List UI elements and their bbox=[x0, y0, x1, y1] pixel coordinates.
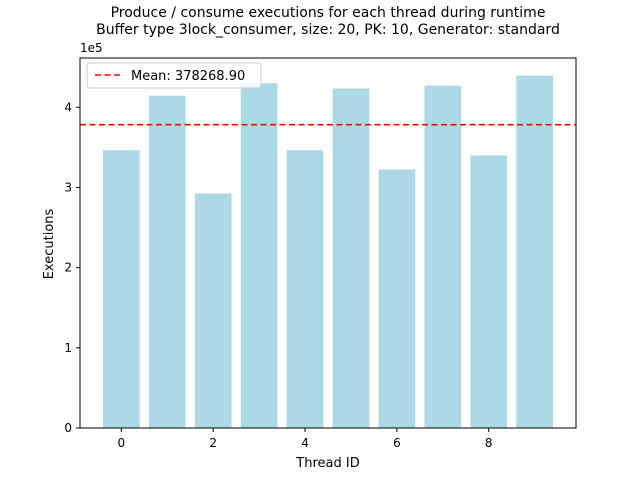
y-tick-label: 1 bbox=[64, 341, 72, 355]
bar-thread-9 bbox=[516, 75, 554, 428]
bar-thread-3 bbox=[240, 83, 278, 428]
legend-mean-label: Mean: 378268.90 bbox=[131, 69, 245, 84]
y-axis-label: Executions bbox=[42, 208, 57, 279]
bar-thread-2 bbox=[194, 193, 232, 428]
y-axis-ticks: 0 1 2 3 4 bbox=[64, 100, 80, 435]
bar-thread-8 bbox=[470, 155, 508, 428]
y-multiplier-label: 1e5 bbox=[80, 41, 103, 55]
x-tick-label: 2 bbox=[209, 436, 217, 450]
y-tick-label: 2 bbox=[64, 261, 72, 275]
x-tick-label: 0 bbox=[118, 436, 126, 450]
x-axis-ticks: 0 2 4 6 8 bbox=[118, 428, 493, 450]
bar-thread-0 bbox=[102, 150, 140, 428]
chart-title: Produce / consume executions for each th… bbox=[111, 5, 546, 21]
y-tick-label: 3 bbox=[64, 180, 72, 194]
bar-thread-1 bbox=[148, 95, 186, 429]
chart-subtitle: Buffer type 3lock_consumer, size: 20, PK… bbox=[96, 22, 560, 38]
x-tick-label: 4 bbox=[301, 436, 309, 450]
x-axis-label: Thread ID bbox=[295, 456, 359, 471]
x-tick-label: 8 bbox=[485, 436, 493, 450]
legend-box bbox=[86, 62, 262, 89]
bar-thread-6 bbox=[378, 169, 416, 428]
bar-thread-5 bbox=[332, 88, 370, 428]
bar-thread-4 bbox=[286, 150, 324, 428]
bar-thread-7 bbox=[424, 85, 462, 428]
plot-frame bbox=[79, 57, 577, 429]
bars-group bbox=[102, 75, 554, 429]
legend: Mean: 378268.90 bbox=[86, 62, 262, 89]
y-tick-label: 0 bbox=[64, 421, 72, 435]
x-tick-label: 6 bbox=[393, 436, 401, 450]
y-tick-label: 4 bbox=[64, 100, 72, 114]
axes-group bbox=[79, 57, 577, 429]
